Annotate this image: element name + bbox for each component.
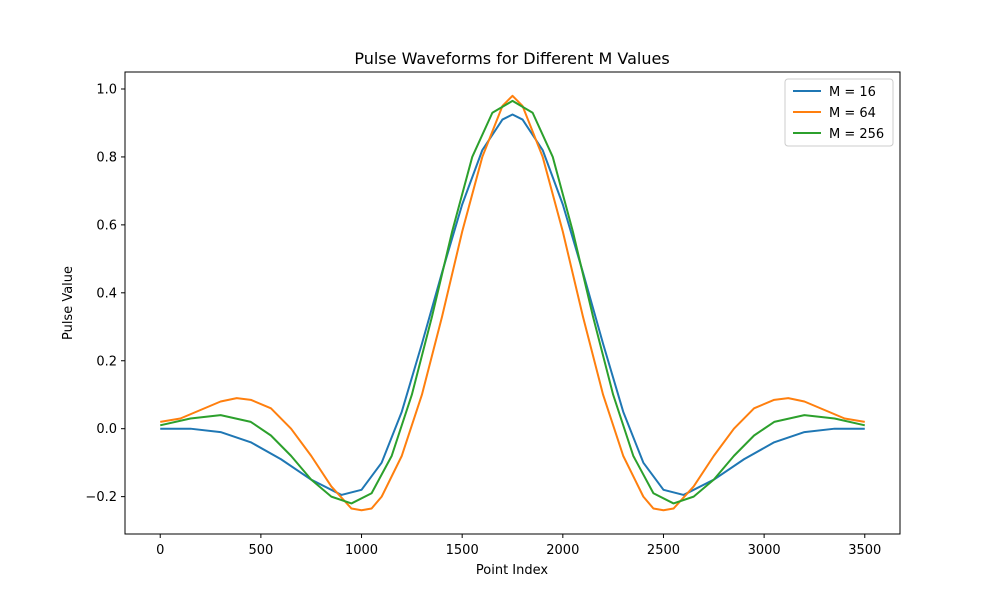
x-axis-label: Point Index <box>476 563 549 578</box>
y-axis: −0.2 0.0 0.2 0.4 0.6 0.8 1.0 <box>85 82 125 505</box>
x-tick-label: 2500 <box>647 543 680 558</box>
y-tick-label: 0.8 <box>96 150 117 165</box>
x-tick-label: 1500 <box>446 543 479 558</box>
y-tick-label: 1.0 <box>96 82 117 97</box>
series-layer <box>160 94 865 512</box>
series-line-m-256 <box>160 99 865 505</box>
y-tick-label: 0.0 <box>96 422 117 437</box>
legend-label: M = 256 <box>829 127 884 142</box>
series-line-m-64 <box>160 94 865 512</box>
legend-box <box>784 78 894 147</box>
x-tick-label: 0 <box>156 543 164 558</box>
plot-area <box>124 71 901 535</box>
y-tick-label: −0.2 <box>85 490 117 505</box>
y-axis-label: Pulse Value <box>61 266 76 340</box>
legend: M = 16 M = 64 M = 256 <box>784 78 894 147</box>
legend-label: M = 16 <box>829 85 876 100</box>
x-tick-label: 2000 <box>546 543 579 558</box>
x-tick-label: 500 <box>248 543 273 558</box>
chart-title: Pulse Waveforms for Different M Values <box>354 49 669 68</box>
y-tick-label: 0.2 <box>96 354 117 369</box>
x-tick-label: 3000 <box>748 543 781 558</box>
y-tick-label: 0.4 <box>96 286 117 301</box>
y-tick-label: 0.6 <box>96 218 117 233</box>
x-axis: 0 500 1000 1500 2000 2500 3000 3500 <box>156 534 881 558</box>
x-tick-label: 1000 <box>345 543 378 558</box>
legend-label: M = 64 <box>829 106 876 121</box>
axes-frame <box>124 71 901 535</box>
x-tick-label: 3500 <box>848 543 881 558</box>
